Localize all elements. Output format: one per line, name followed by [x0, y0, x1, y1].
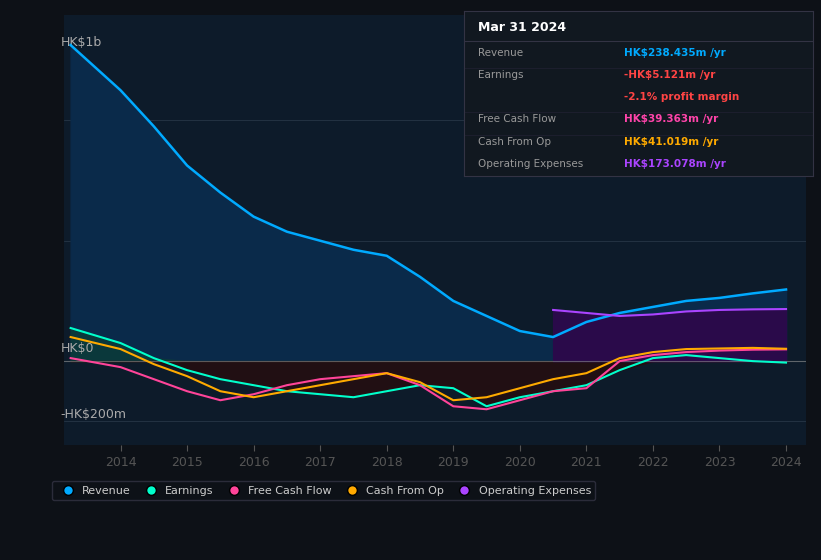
Text: HK$238.435m /yr: HK$238.435m /yr [624, 48, 726, 58]
Legend: Revenue, Earnings, Free Cash Flow, Cash From Op, Operating Expenses: Revenue, Earnings, Free Cash Flow, Cash … [52, 481, 595, 500]
Text: HK$39.363m /yr: HK$39.363m /yr [624, 114, 718, 124]
Text: Earnings: Earnings [478, 70, 523, 80]
Text: HK$0: HK$0 [61, 342, 94, 355]
Text: Free Cash Flow: Free Cash Flow [478, 114, 556, 124]
Text: HK$173.078m /yr: HK$173.078m /yr [624, 159, 727, 169]
Text: -HK$5.121m /yr: -HK$5.121m /yr [624, 70, 716, 80]
Text: Revenue: Revenue [478, 48, 523, 58]
Text: Operating Expenses: Operating Expenses [478, 159, 583, 169]
Text: HK$1b: HK$1b [61, 36, 102, 49]
Text: Mar 31 2024: Mar 31 2024 [478, 21, 566, 34]
Text: -2.1% profit margin: -2.1% profit margin [624, 92, 740, 102]
Text: -HK$200m: -HK$200m [61, 408, 126, 421]
Text: HK$41.019m /yr: HK$41.019m /yr [624, 137, 718, 147]
Text: Cash From Op: Cash From Op [478, 137, 551, 147]
